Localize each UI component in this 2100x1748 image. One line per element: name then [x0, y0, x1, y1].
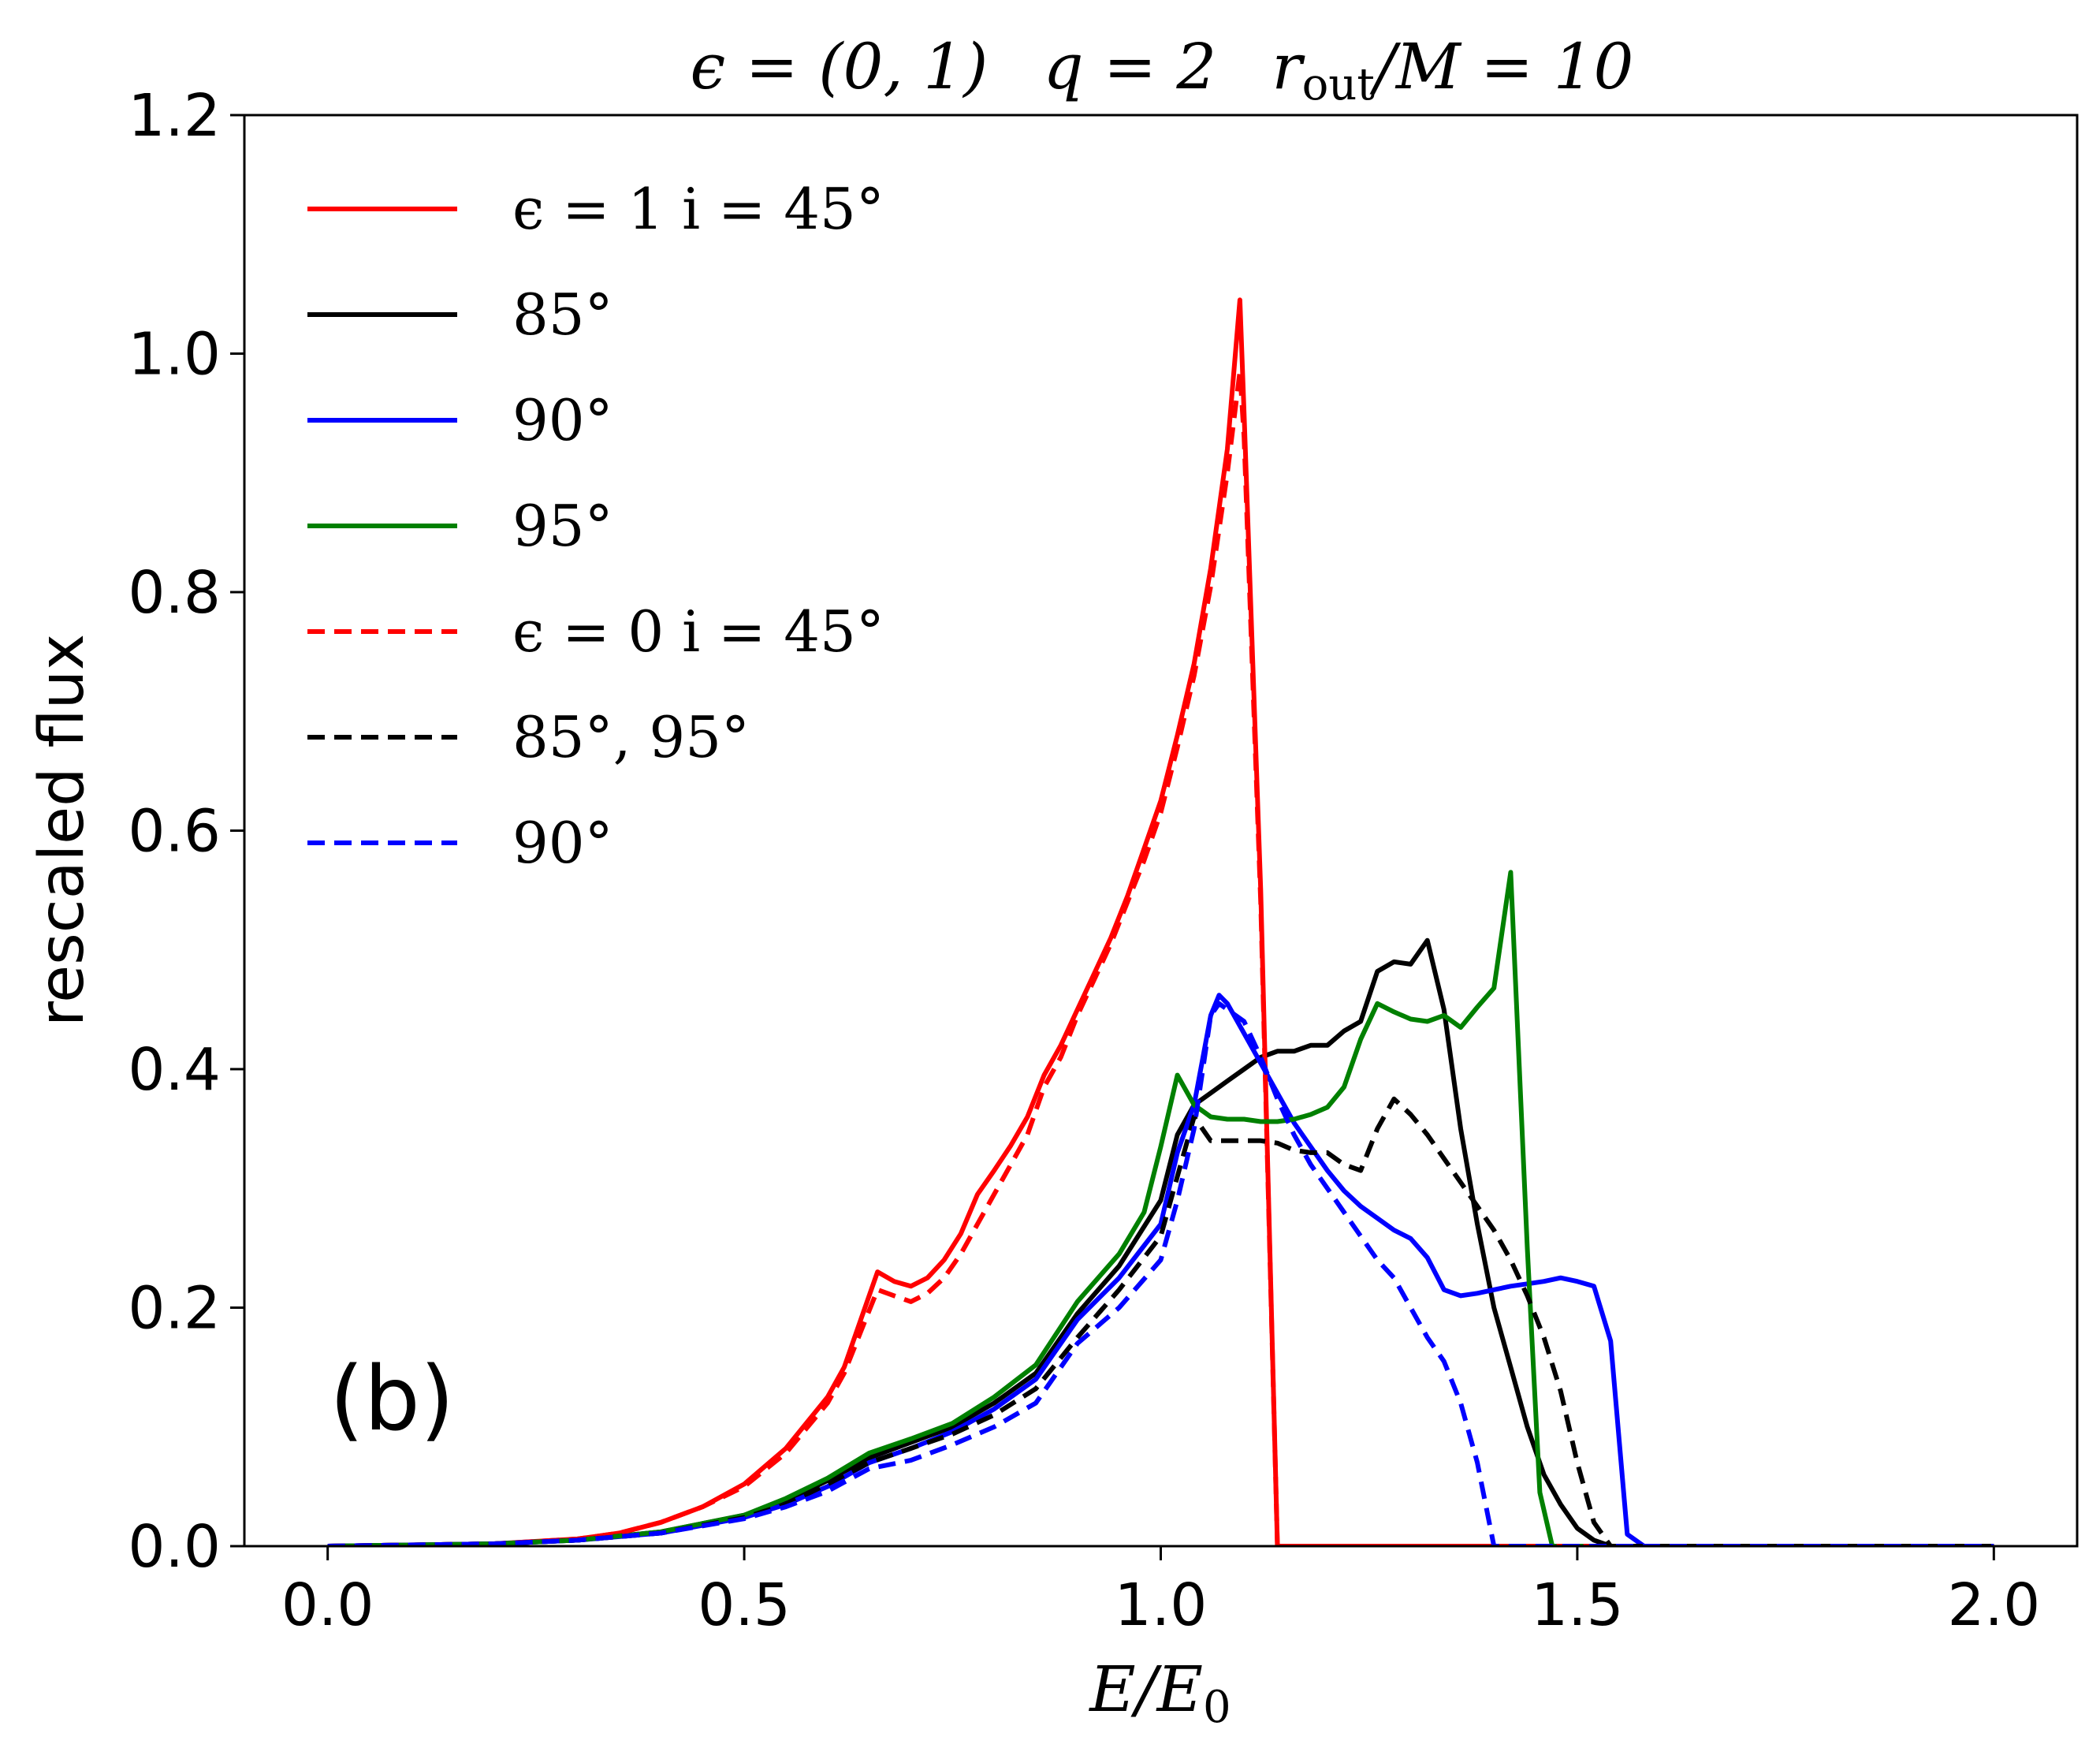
legend: ϵ = 1 i = 45° 85° 90° 95° ϵ = 0 i = 45° 85°, … — [307, 176, 884, 876]
legend-label-4: ϵ = 0 i = 45° — [512, 598, 884, 665]
title-q: q = 2 — [1043, 30, 1216, 103]
x-tick-label-0: 0.0 — [281, 1571, 374, 1639]
series-line-6 — [327, 1001, 1994, 1546]
y-tick-label-1: 0.2 — [128, 1275, 221, 1343]
y-tick-label-2: 0.4 — [128, 1036, 221, 1104]
x-axis-label: E/E0 — [1088, 1653, 1231, 1733]
series-line-1 — [327, 937, 1994, 1546]
y-tick-label-6: 1.2 — [128, 82, 221, 150]
legend-label-2: 90° — [512, 387, 613, 453]
x-tick-label-4: 2.0 — [1947, 1571, 2040, 1639]
y-tick-label-3: 0.6 — [128, 798, 221, 866]
series-line-4 — [327, 369, 1994, 1546]
x-tick-label-2: 1.0 — [1115, 1571, 1208, 1639]
x-axis-label-main: E/E — [1088, 1653, 1203, 1726]
series-line-3 — [327, 870, 1994, 1546]
series-line-5 — [327, 1096, 1994, 1546]
title-eps: ϵ = (0, 1) — [691, 30, 989, 103]
y-tick-label-4: 0.8 — [128, 559, 221, 627]
series-line-2 — [327, 993, 1994, 1546]
panel-label: (b) — [330, 1348, 454, 1451]
legend-label-1: 85° — [512, 281, 613, 348]
legend-label-0: ϵ = 1 i = 45° — [512, 176, 884, 242]
x-axis: 0.0 0.5 1.0 1.5 2.0 — [281, 1546, 2040, 1639]
legend-label-5: 85°, 95° — [512, 704, 750, 770]
x-tick-label-1: 0.5 — [698, 1571, 791, 1639]
title-r-sub: out — [1302, 59, 1376, 110]
x-axis-label-sub: 0 — [1203, 1682, 1231, 1733]
series-line-0 — [327, 297, 1994, 1546]
legend-label-3: 95° — [512, 493, 613, 559]
x-tick-label-3: 1.5 — [1531, 1571, 1624, 1639]
title-r: r — [1272, 30, 1305, 103]
chart-title: ϵ = (0, 1) q = 2 rout/M = 10 — [691, 30, 1634, 110]
title-r-rest: /M = 10 — [1369, 30, 1634, 103]
y-axis: 0.0 0.2 0.4 0.6 0.8 1.0 1.2 — [128, 82, 244, 1581]
y-tick-label-5: 1.0 — [128, 321, 221, 389]
y-axis-label: rescaled flux — [27, 634, 98, 1027]
series-layer — [327, 297, 1994, 1546]
y-tick-label-0: 0.0 — [128, 1513, 221, 1581]
legend-label-6: 90° — [512, 810, 613, 876]
